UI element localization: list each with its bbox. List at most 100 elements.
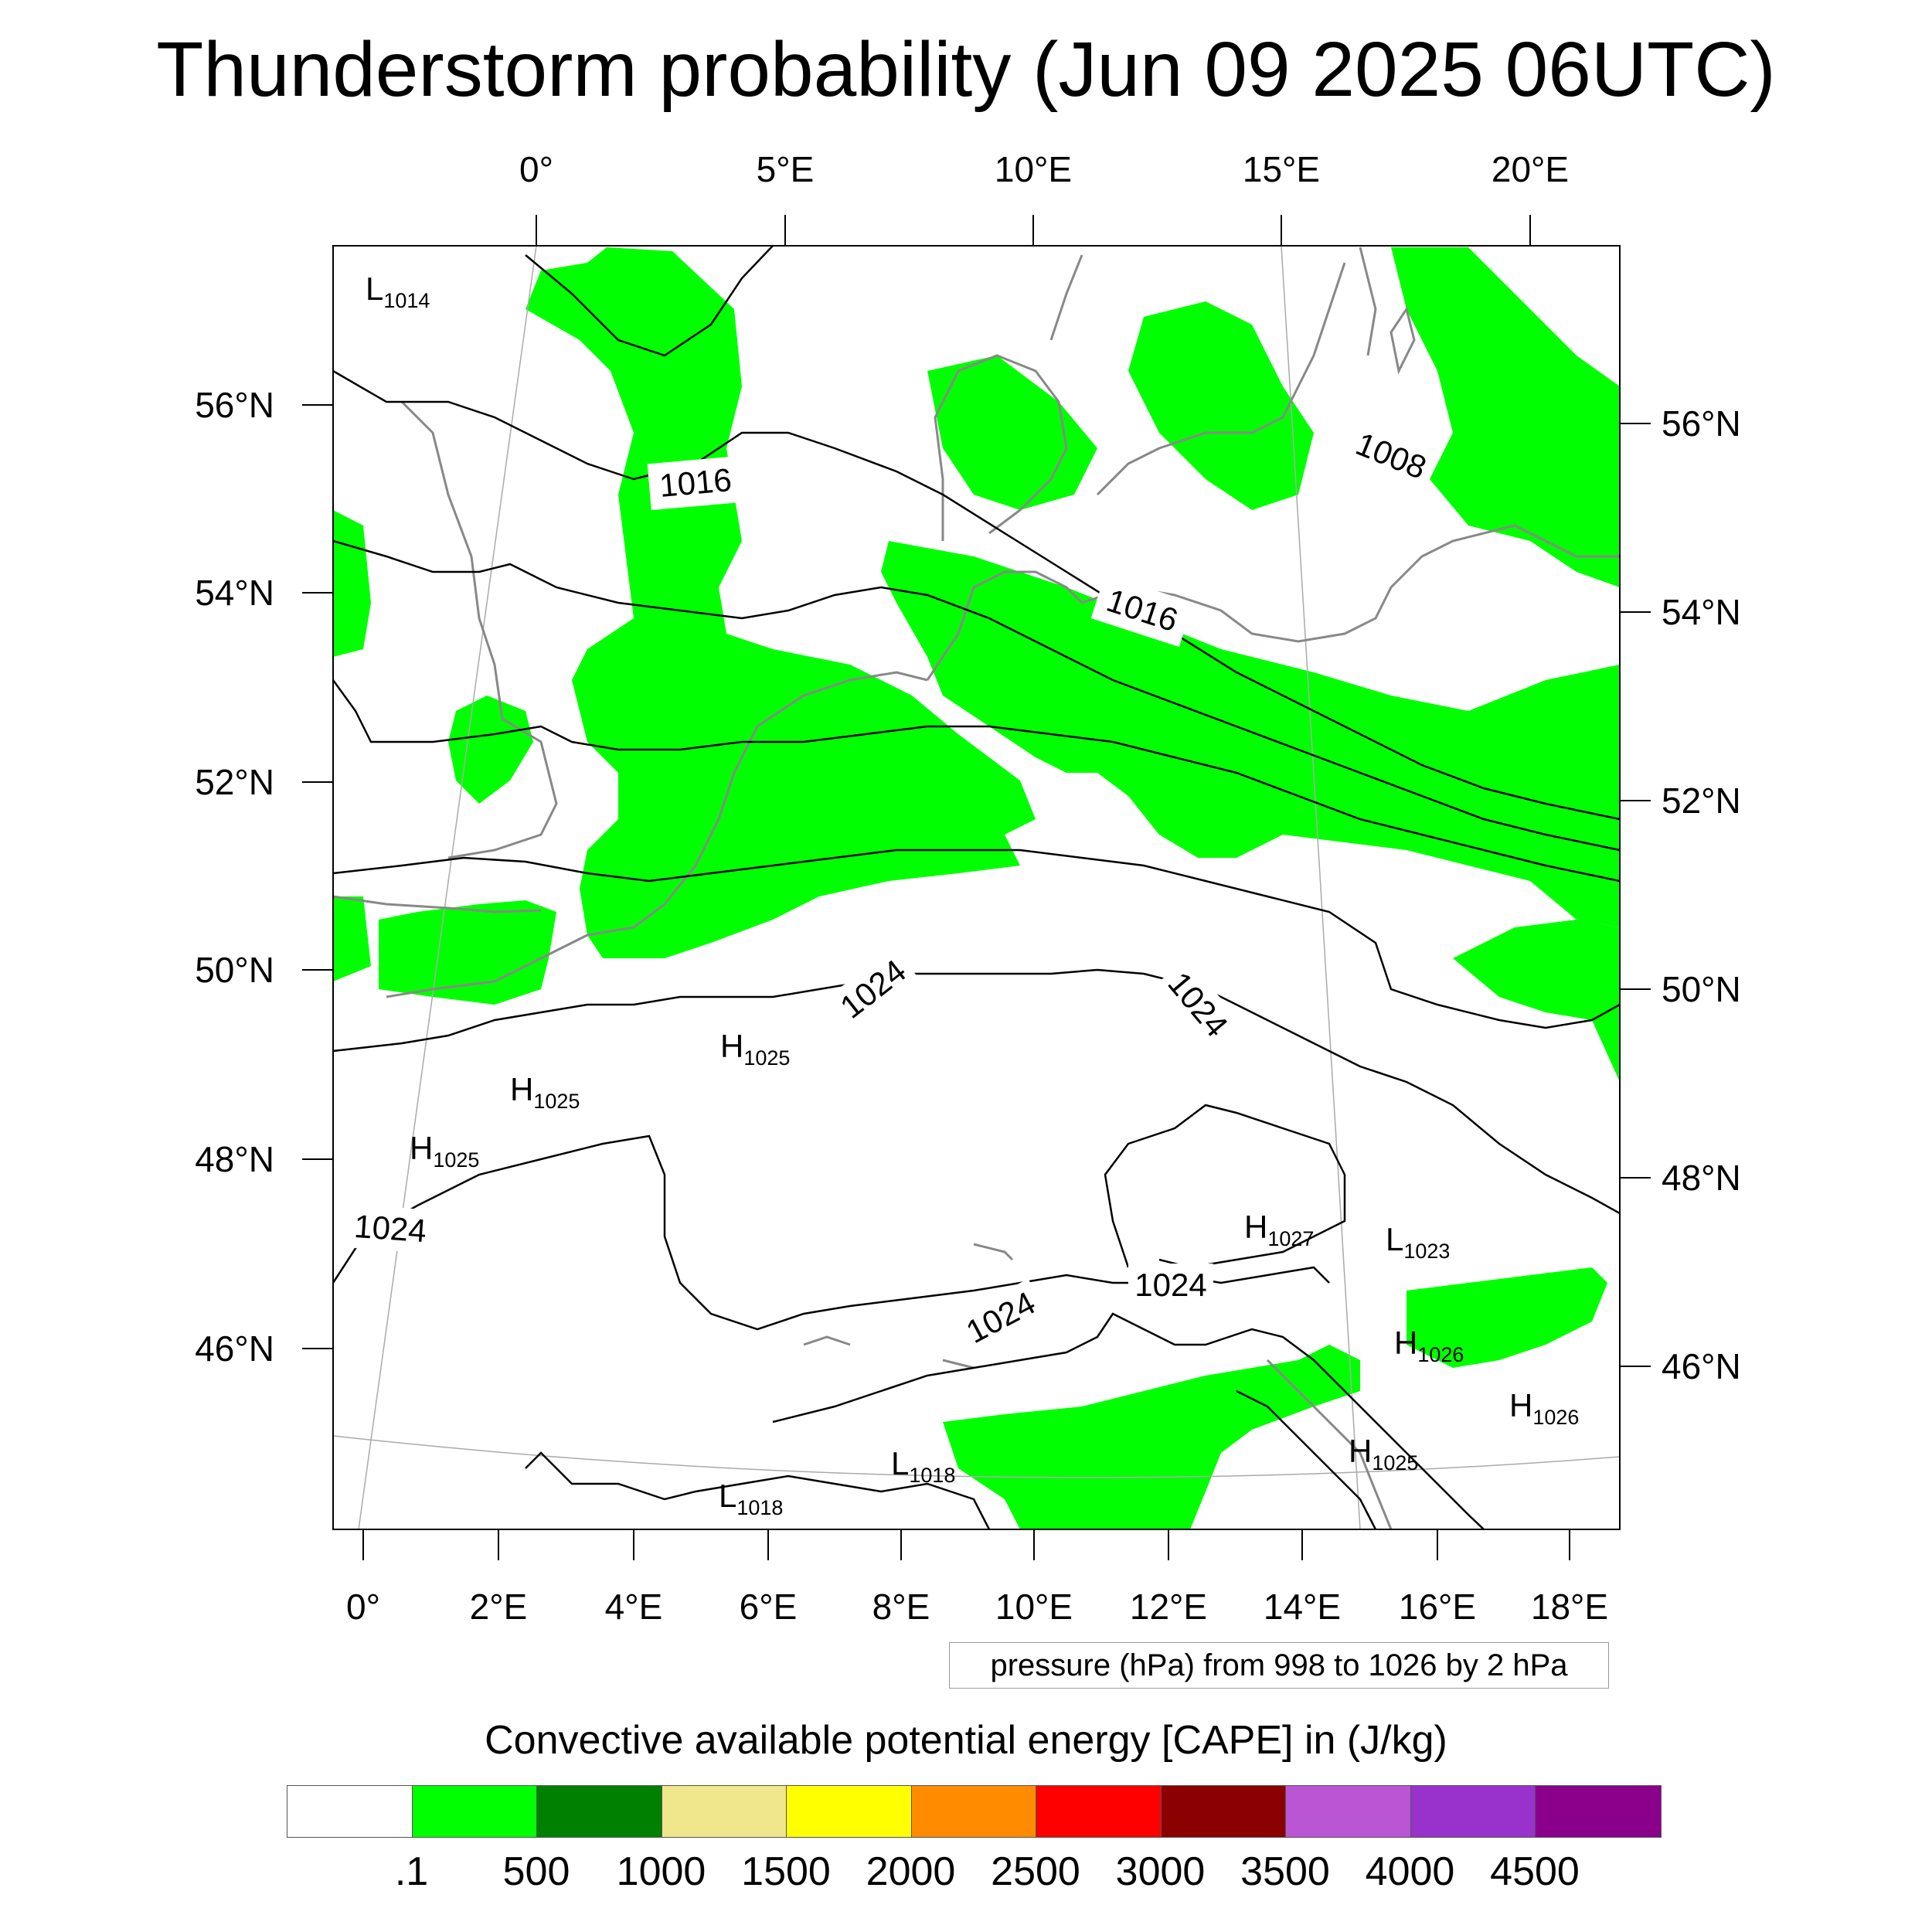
isobar-1016-mid [333,539,1620,852]
bottom-tick-label: 12°E [1130,1587,1207,1627]
coast-uk-south [333,895,542,913]
bottom-tick-label: 14°E [1264,1587,1341,1627]
coast-adriatic [1266,1359,1393,1529]
colorbar-swatch [1286,1786,1411,1837]
pressure-center: H1027 [1244,1209,1314,1250]
colorbar-swatch [412,1786,537,1837]
coast-denmark [934,354,1068,541]
cape-fill [333,247,1620,1529]
top-tick-label: 5°E [757,149,815,189]
pressure-center: H1025 [410,1130,479,1172]
right-tick-label: 56°N [1662,403,1741,444]
isobar-1016-north [333,369,1620,821]
right-tick-label: 54°N [1662,592,1741,632]
parallel-45n [333,1435,1620,1478]
colorbar-label: 1000 [616,1849,706,1894]
colorbar-swatch [1036,1786,1162,1837]
cape-region-west-edge2 [333,896,371,981]
colorbar-swatch [787,1786,912,1837]
pressure-center: L1014 [366,270,430,312]
coast-baltic-east [1483,524,1620,558]
coast-france-north [386,903,665,998]
right-tick-label: 46°N [1662,1346,1741,1386]
right-axis [1620,423,1651,1367]
cape-region-poland-east [1453,920,1620,1082]
colorbar-labels: .1 500 1000 1500 2000 2500 3000 3500 4000 4500 [0,1847,1932,1901]
cape-region-alps-east [1406,1267,1607,1368]
pressure-center: H1025 [1349,1433,1418,1475]
isobar-1024 [333,968,1620,1215]
cape-region-baltic-band [881,541,1620,927]
colorbar-swatch [1410,1786,1536,1837]
isobar-label-1016-a: 1016 [658,461,733,504]
contour-info-box: pressure (hPa) from 998 to 1026 by 2 hPa [949,1642,1609,1689]
left-tick-label: 46°N [195,1328,274,1369]
coast-lowcountries [663,671,928,905]
pressure-center: L1023 [1386,1221,1450,1263]
cape-region-england [448,696,533,804]
map-title: Thunderstorm probability (Jun 09 2025 06… [156,26,1776,113]
isobar-1025-alps-north [1104,1104,1346,1269]
top-tick-label: 20°E [1492,149,1569,189]
colorbar-title: Convective available potential energy [C… [485,1718,1447,1763]
isobar-label-1024-c: 1024 [353,1208,427,1249]
pressure-center: H1025 [720,1028,790,1070]
right-tick-label: 50°N [1662,969,1741,1009]
isobar-1022 [333,849,1620,1029]
colorbar-swatch [1161,1786,1286,1837]
colorbar-swatch [911,1786,1036,1837]
pressure-center: L1018 [719,1478,783,1519]
top-axis [536,215,1531,246]
cape-region-ne-band [1391,247,1620,587]
colorbar-label: 500 [502,1849,570,1894]
isobar-label-1024-d: 1024 [1134,1267,1206,1303]
isobars [333,246,1620,1529]
left-tick-label: 54°N [195,573,274,613]
pressure-center: H1026 [1509,1387,1579,1429]
left-tick-label: 48°N [195,1139,274,1179]
colorbar-label: 3500 [1240,1849,1330,1894]
coast-baltic-south [1081,532,1485,643]
colorbar [287,1785,1662,1838]
left-tick-label: 52°N [195,762,274,802]
left-tick-label: 50°N [195,950,274,990]
right-tick-label: 48°N [1662,1158,1741,1198]
colorbar-label: 4500 [1490,1849,1580,1894]
pressure-center: H1026 [1394,1325,1464,1366]
right-tick-label: 52°N [1662,781,1741,821]
coast-germany-north [926,570,1083,681]
coast-sweden [1049,247,1377,496]
colorbar-label: .1 [394,1849,429,1894]
colorbar-label: 2500 [991,1849,1080,1894]
cape-region-channel [379,900,556,1005]
isobar-italy [525,1451,991,1529]
meridian-15e [1281,246,1361,1529]
left-axis [302,404,333,1349]
top-tick-label: 10°E [995,149,1072,189]
pressure-center: L1018 [891,1445,955,1487]
bottom-tick-label: 8°E [872,1587,930,1627]
colorbar-swatch [1536,1786,1661,1837]
bottom-tick-label: 6°E [740,1587,798,1627]
bottom-tick-label: 18°E [1531,1587,1608,1627]
bottom-tick-label: 10°E [995,1587,1073,1627]
top-tick-label: 0° [519,149,553,189]
colorbar-label: 2000 [866,1849,956,1894]
colorbar-swatch [537,1786,662,1837]
bottom-tick-label: 4°E [605,1587,663,1627]
graticule [333,246,1620,1529]
pressure-centers: L1014 H1025 H1025 H1025 H1027 L1023 H102… [366,270,1579,1519]
colorbar-swatch [287,1786,413,1837]
colorbar-label: 1500 [741,1849,831,1894]
colorbar-label: 3000 [1115,1849,1206,1894]
coast-gotland [1389,306,1416,375]
cape-region-sweden [1128,301,1314,510]
coastlines [333,247,1620,1529]
bottom-tick-label: 0° [346,1587,380,1627]
colorbar-swatch [662,1786,787,1837]
colorbar-label: 4000 [1365,1849,1455,1894]
isobar-labels: 1016 1016 1008 1024 1024 1024 [346,420,1439,1357]
isobar-1012-a [525,246,774,357]
meridian-0 [358,246,537,1529]
